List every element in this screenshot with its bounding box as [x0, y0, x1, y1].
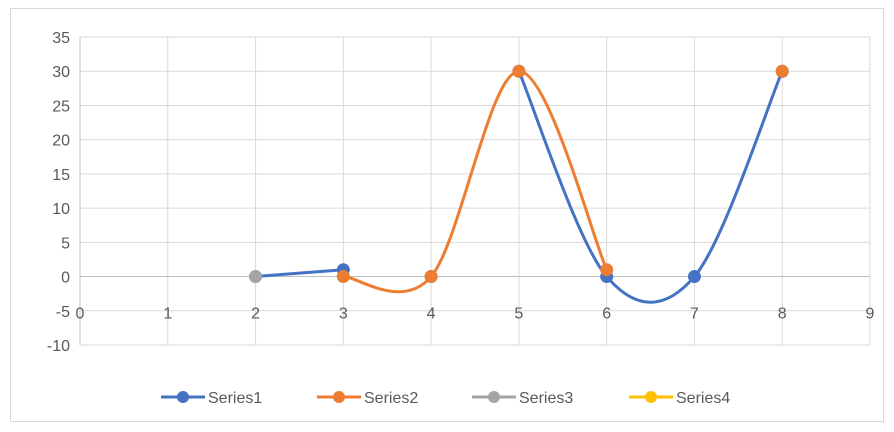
chart-frame: [10, 8, 884, 422]
tick-labels: 35 30 25 20 15 10 5 0 -5 -10 0 1 2 3 4 5 6 7 8 9: [47, 30, 875, 355]
x-tick-label: 8: [778, 306, 787, 323]
legend-label: Series1: [208, 390, 262, 407]
series-line-series1: [254, 268, 345, 279]
data-point-series2: [775, 64, 789, 78]
legend-label: Series2: [364, 390, 418, 407]
y-tick-label: 0: [61, 270, 70, 287]
x-tick-label: 3: [339, 306, 348, 323]
grid-lines: [80, 36, 871, 346]
y-tick-label: 30: [52, 64, 70, 81]
y-tick-label: 35: [52, 30, 70, 47]
y-tick-label: -5: [56, 304, 70, 321]
series-line-series1: [517, 69, 784, 304]
x-tick-label: 6: [602, 306, 611, 323]
x-tick-label: 2: [251, 306, 260, 323]
series-line-series2: [341, 69, 609, 294]
data-point-series3: [249, 270, 263, 284]
data-point-series2: [424, 270, 438, 284]
data-point-series2: [600, 263, 614, 277]
series-lines: [254, 69, 784, 304]
y-tick-label: 20: [52, 133, 70, 150]
x-tick-label: 9: [866, 306, 875, 323]
x-tick-label: 5: [514, 306, 523, 323]
legend-item-series4: Series4: [629, 390, 730, 407]
axes: [79, 37, 870, 345]
y-tick-label: 25: [52, 98, 70, 115]
legend-item-series1: Series1: [161, 390, 262, 407]
data-point-series1: [687, 270, 701, 284]
x-tick-label: 7: [690, 306, 699, 323]
legend-marker: [488, 391, 500, 403]
y-tick-label: 5: [61, 235, 70, 252]
legend-label: Series4: [676, 390, 730, 407]
y-tick-label: 10: [52, 201, 70, 218]
legend-item-series2: Series2: [317, 390, 418, 407]
x-tick-label: 0: [76, 306, 85, 323]
legend-marker: [177, 391, 189, 403]
data-point-series2: [512, 64, 526, 78]
x-tick-label: 1: [163, 306, 172, 323]
legend-marker: [645, 391, 657, 403]
legend-item-series3: Series3: [472, 390, 573, 407]
y-tick-label: -10: [47, 338, 70, 355]
x-tick-label: 4: [427, 306, 436, 323]
data-point-series2: [336, 270, 350, 284]
legend-marker: [333, 391, 345, 403]
y-tick-label: 15: [52, 167, 70, 184]
legend: Series1 Series2 Series3 Series4: [161, 390, 730, 407]
data-points: [249, 64, 789, 284]
legend-label: Series3: [519, 390, 573, 407]
